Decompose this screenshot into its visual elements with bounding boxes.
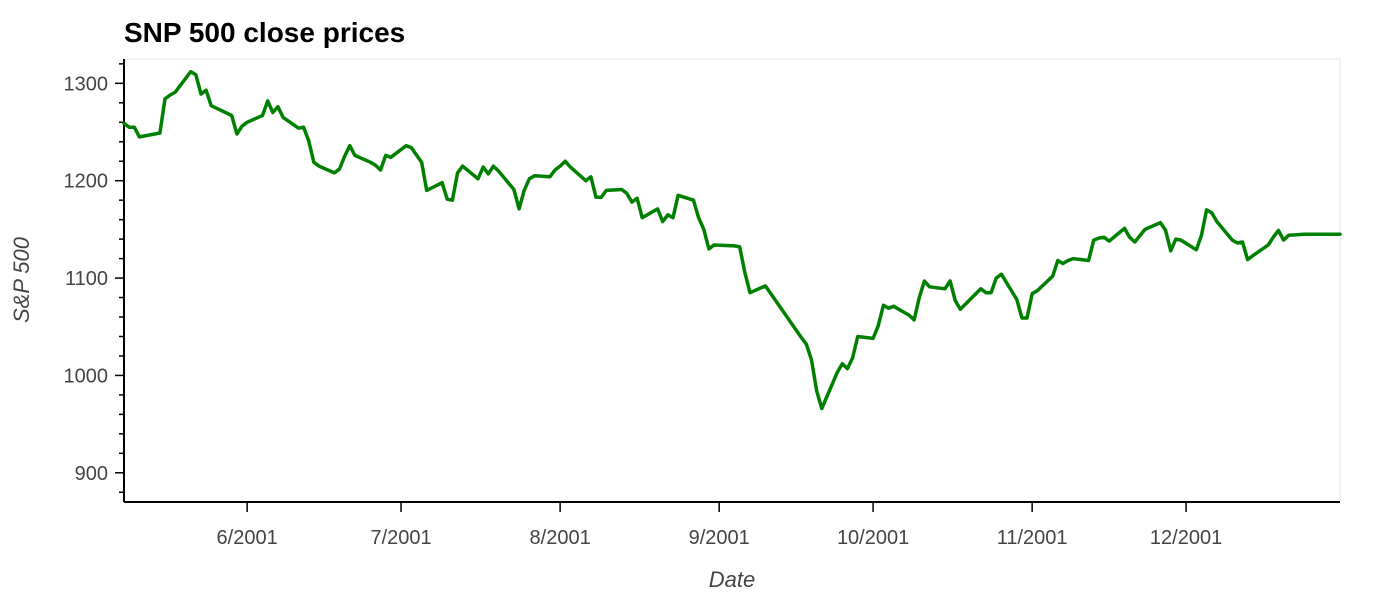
series-line: [122, 69, 1342, 411]
plot-frame: [123, 58, 1341, 503]
x-axis-label: Date: [709, 567, 755, 592]
chart-title: SNP 500 close prices: [124, 17, 405, 48]
x-tick-label: 12/2001: [1150, 527, 1222, 549]
y-axis-label: S&P 500: [9, 236, 34, 323]
x-tick-label: 8/2001: [530, 527, 591, 549]
series-layer: [122, 69, 1342, 411]
x-tick-label: 7/2001: [370, 527, 431, 549]
y-tick-label: 1200: [64, 171, 109, 193]
x-tick-label: 6/2001: [217, 527, 278, 549]
y-tick-label: 1000: [64, 365, 109, 387]
y-tick-label: 900: [75, 463, 108, 485]
y-tick-label: 1100: [65, 268, 108, 290]
y-tick-label: 1300: [64, 73, 109, 95]
y-axis: 900 1000 1100 1200 1300: [64, 59, 125, 502]
x-tick-label: 11/2001: [997, 527, 1068, 549]
x-axis: 6/2001 7/2001 8/2001 9/2001 10/2001 11/2001 12…: [124, 501, 1340, 549]
x-tick-label: 9/2001: [689, 527, 750, 549]
x-tick-label: 10/2001: [837, 527, 909, 549]
